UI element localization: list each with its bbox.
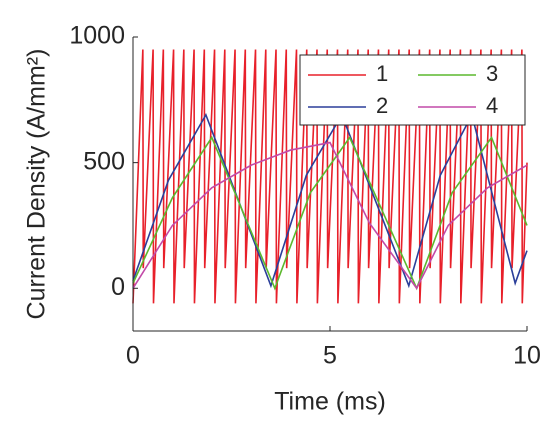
legend-label: 4 [486,93,498,118]
y-tick-label: 0 [111,273,125,301]
y-tick-label: 1000 [69,22,125,50]
x-tick-label: 5 [323,342,337,370]
x-axis-label: Time (ms) [274,388,386,416]
y-tick-label: 500 [83,147,125,175]
legend-label: 3 [486,61,498,86]
series-line [132,135,528,291]
y-axis-label: Current Density (A/mm²) [23,49,51,320]
x-tick-label: 10 [513,342,541,370]
series-line [132,49,528,304]
series-line [132,141,528,290]
legend-label: 1 [376,61,388,86]
legend: 1 2 3 4 [299,54,526,126]
x-tick-label: 0 [126,342,140,370]
legend-label: 2 [376,93,388,118]
legend-box [299,54,526,126]
